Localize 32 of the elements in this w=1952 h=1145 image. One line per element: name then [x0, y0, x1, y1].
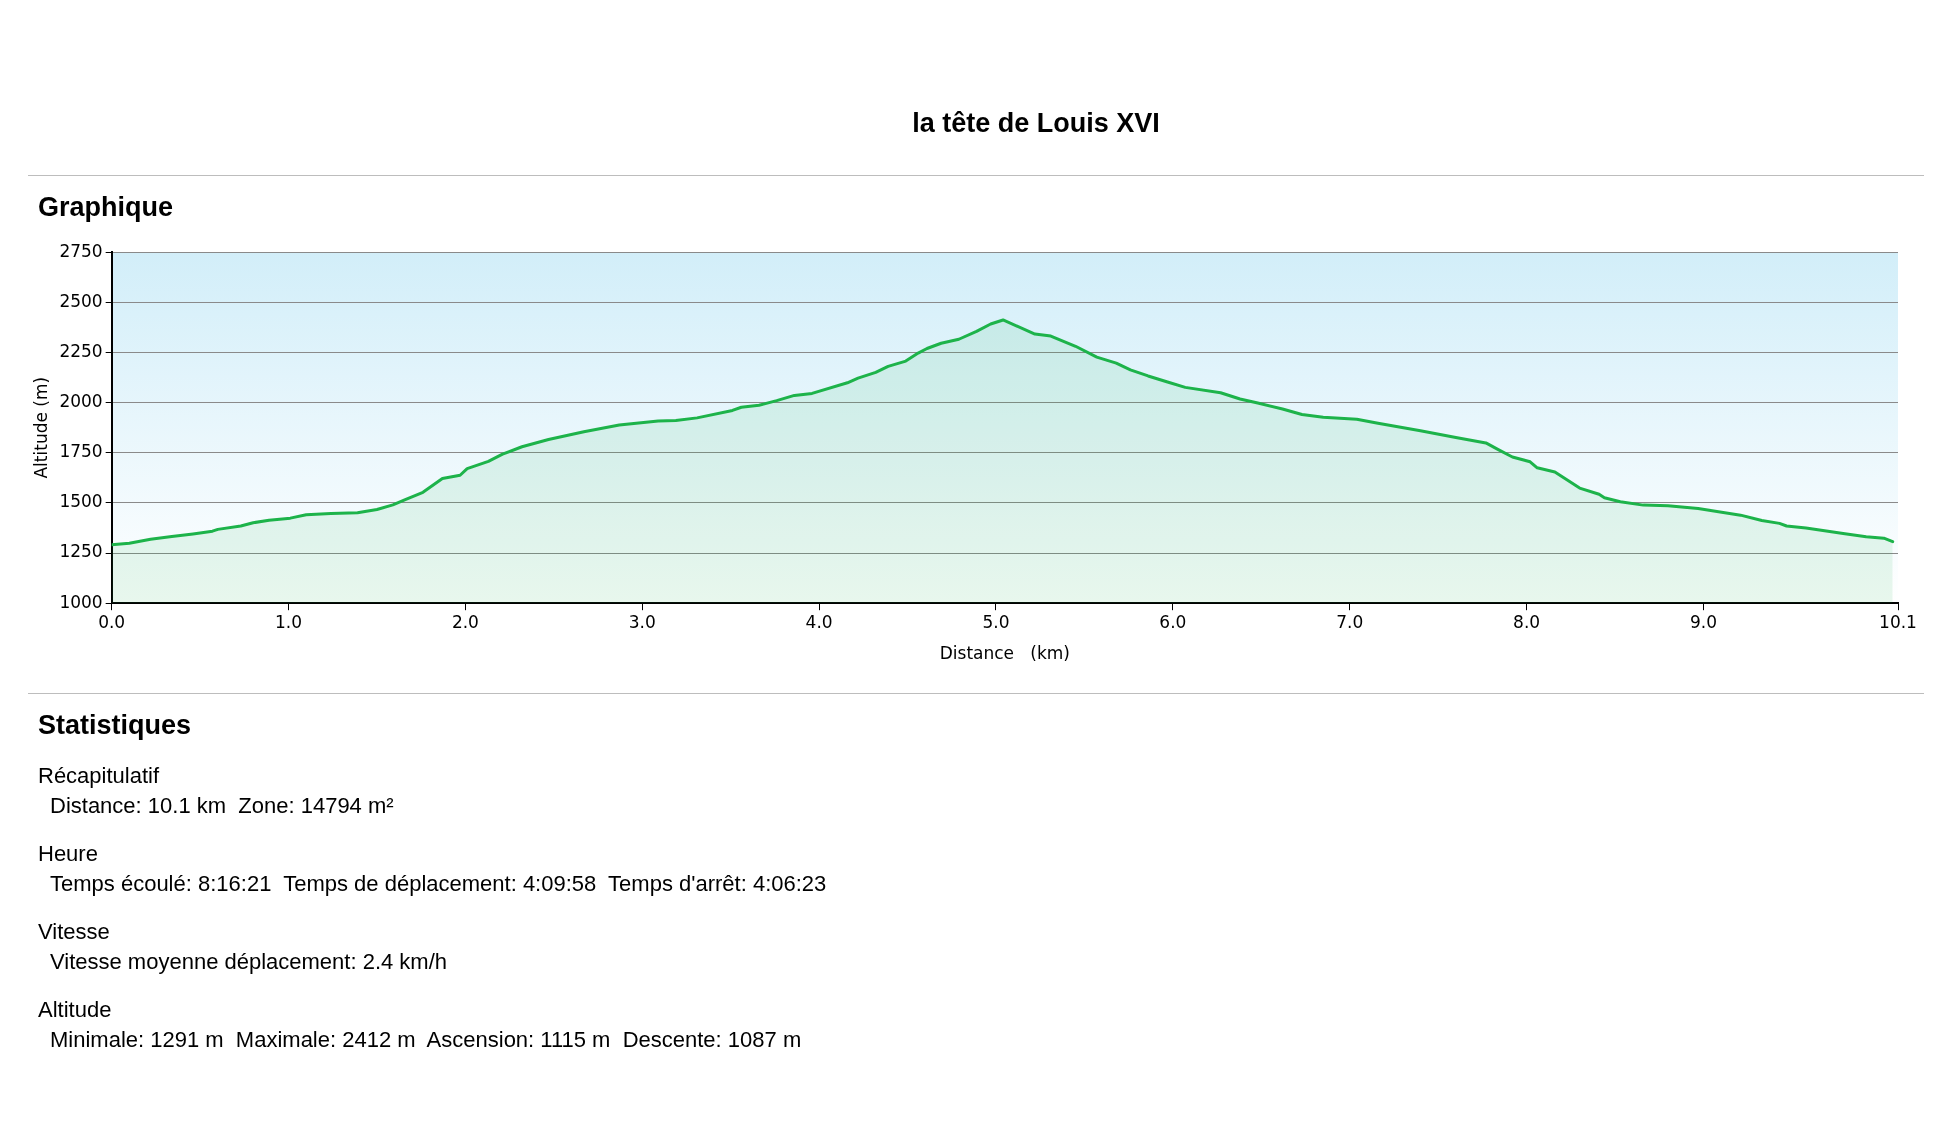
x-tick-label: 3.0 [628, 611, 656, 632]
x-tick-label: 2.0 [451, 611, 479, 632]
chart-title: la tête de Louis XVI [911, 107, 1161, 140]
x-tick-label: 5.0 [982, 611, 1010, 632]
text: Récapitulatif [38, 763, 161, 789]
x-tick-label: 9.0 [1689, 611, 1717, 632]
text: Temps écoulé: 8:16:21 Temps de déplacement: 4:09:58 Temps d'arrêt: 4:06:23 [50, 871, 828, 897]
text: Vitesse moyenne déplacement: 2.4 km/h [50, 949, 449, 975]
y-tick-label: 2750 [59, 240, 103, 261]
x-axis-title: Distance (km) [939, 643, 1070, 664]
x-tick-label: 8.0 [1513, 611, 1541, 632]
x-tick-label: 7.0 [1336, 611, 1364, 632]
text: Graphique [38, 192, 174, 223]
x-tick-label: 1.0 [275, 611, 303, 632]
y-tick-label: 1250 [59, 541, 103, 562]
x-tick-label: 4.0 [805, 611, 833, 632]
y-tick-label: 1500 [59, 491, 103, 512]
text: Minimale: 1291 m Maximale: 2412 m Ascension: 1115 m Descente: 1087 m [50, 1027, 803, 1053]
y-tick-label: 1750 [59, 441, 103, 462]
text: Heure [38, 841, 99, 867]
x-tick-label: 6.0 [1159, 611, 1187, 632]
text: Statistiques [38, 710, 193, 741]
y-tick-label: 2000 [59, 391, 103, 412]
y-tick-label: 2250 [59, 340, 103, 361]
y-tick-label: 1000 [59, 591, 103, 612]
y-axis-title: Altitude (m) [30, 376, 51, 479]
x-tick-label: 10.1 [1879, 611, 1917, 632]
text: Vitesse [38, 919, 111, 945]
x-tick-label: 0.0 [98, 611, 126, 632]
text: Altitude [38, 997, 113, 1023]
text: Distance: 10.1 km Zone: 14794 m² [50, 793, 395, 819]
y-tick-label: 2500 [59, 290, 103, 311]
